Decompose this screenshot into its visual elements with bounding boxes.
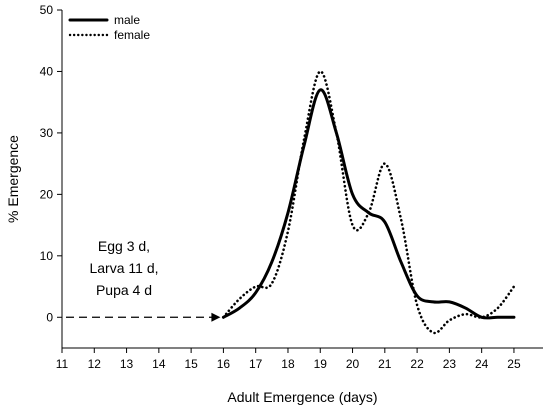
annotation-layer: Egg 3 d, Larva 11 d, Pupa 4 d (66, 238, 221, 322)
x-axis-title: Adult Emergence (days) (227, 389, 377, 405)
x-tick-label: 14 (152, 357, 166, 371)
y-tick-label: 50 (40, 3, 54, 17)
x-tick-label: 19 (314, 357, 328, 371)
y-tick-label: 10 (40, 249, 54, 263)
series-line-male (221, 88, 516, 320)
y-tick-label: 0 (46, 310, 53, 324)
legend-label-male: male (114, 13, 140, 27)
annotation-line: Larva 11 d, (89, 260, 158, 276)
annotation-line: Pupa 4 d (96, 282, 152, 298)
legend-label-female: female (114, 28, 150, 42)
series-layer (221, 70, 516, 335)
x-tick-label: 23 (443, 357, 457, 371)
annotation-line: Egg 3 d, (98, 238, 150, 254)
x-tick-label: 17 (249, 357, 263, 371)
x-tick-label: 18 (281, 357, 295, 371)
x-tick-label: 16 (217, 357, 231, 371)
y-tick-label: 30 (40, 126, 54, 140)
y-tick-label: 40 (40, 64, 54, 78)
y-axis-title: % Emergence (5, 135, 21, 223)
series-line-female (222, 70, 516, 335)
x-tick-label: 24 (475, 357, 489, 371)
y-tick-label: 20 (40, 187, 54, 201)
x-tick-label: 13 (120, 357, 134, 371)
arrow-head-icon (211, 312, 221, 322)
x-tick-label: 20 (346, 357, 360, 371)
x-tick-label: 15 (184, 357, 198, 371)
x-tick-label: 11 (56, 357, 69, 371)
x-tick-label: 21 (378, 357, 392, 371)
x-tick-label: 22 (410, 357, 424, 371)
axes: 0 10 20 30 40 50 11 12 13 14 15 16 17 18 19 20 21 22 23 24 2… (5, 3, 543, 405)
x-tick-label: 12 (88, 357, 102, 371)
x-tick-label: 25 (507, 357, 521, 371)
